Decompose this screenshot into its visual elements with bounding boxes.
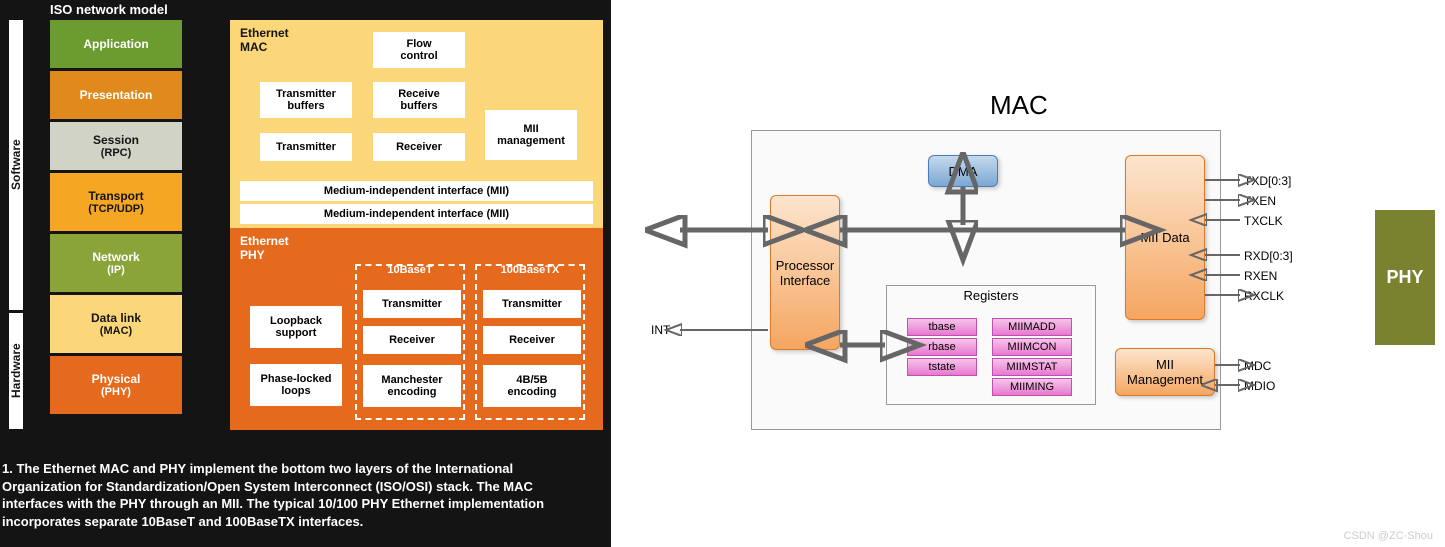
osi-layer: Transport(TCP/UDP) bbox=[50, 173, 182, 231]
iso-title: ISO network model bbox=[50, 2, 168, 17]
signal-label: TXEN bbox=[1244, 194, 1276, 208]
register-cell: tbase bbox=[907, 318, 977, 336]
register-cell: MIIMADD bbox=[992, 318, 1072, 336]
mac-phy-detail: Ethernet MAC Flow control Transmitter bu… bbox=[230, 20, 603, 430]
int-label: INT bbox=[651, 323, 670, 337]
mii-data-block: MII Data bbox=[1125, 155, 1205, 320]
hardware-label: Hardware bbox=[9, 313, 23, 429]
osi-layer: Physical(PHY) bbox=[50, 356, 182, 414]
group-10baset-title: 10BaseT bbox=[357, 264, 463, 276]
group-10baset: 10BaseT Transmitter Receiver Manchester … bbox=[355, 264, 465, 420]
tx-buffers-box: Transmitter buffers bbox=[260, 82, 352, 118]
flow-control-box: Flow control bbox=[373, 32, 465, 68]
rx-buffers-box: Receive buffers bbox=[373, 82, 465, 118]
osi-layer: Presentation bbox=[50, 71, 182, 119]
signal-label: RXD[0:3] bbox=[1244, 249, 1293, 263]
processor-interface-block: Processor Interface bbox=[770, 195, 840, 350]
phy-section: Ethernet PHY Loopback support Phase-lock… bbox=[230, 228, 603, 430]
100bt-enc: 4B/5B encoding bbox=[483, 365, 581, 407]
figure-caption: 1. The Ethernet MAC and PHY implement th… bbox=[2, 460, 592, 530]
register-cell: MIIMCON bbox=[992, 338, 1072, 356]
osi-layer: Network(IP) bbox=[50, 234, 182, 292]
mii-row-2: Medium-independent interface (MII) bbox=[240, 204, 593, 224]
signal-label: MDC bbox=[1244, 359, 1271, 373]
signal-label: RXCLK bbox=[1244, 289, 1284, 303]
group-100basetx-title: 100BaseTX bbox=[477, 264, 583, 276]
transmitter-box: Transmitter bbox=[260, 133, 352, 161]
registers-title: Registers bbox=[887, 288, 1095, 303]
mac-title: MAC bbox=[990, 90, 1048, 121]
mac-section: Ethernet MAC Flow control Transmitter bu… bbox=[230, 20, 603, 228]
sw-hw-column: Software Hardware bbox=[9, 20, 45, 429]
right-diagram: MAC Processor Interface DMA MII Data MII… bbox=[640, 90, 1440, 470]
phy-section-title: Ethernet PHY bbox=[240, 234, 593, 262]
signal-label: TXCLK bbox=[1244, 214, 1283, 228]
loopback-box: Loopback support bbox=[250, 306, 342, 348]
signal-label: MDIO bbox=[1244, 379, 1275, 393]
100bt-rx: Receiver bbox=[483, 326, 581, 354]
register-cell: MIIMING bbox=[992, 378, 1072, 396]
registers-frame: Registers tbase rbase tstate MIIMADD MIIMCO… bbox=[886, 285, 1096, 405]
group-100basetx: 100BaseTX Transmitter Receiver 4B/5B enc… bbox=[475, 264, 585, 420]
register-cell: tstate bbox=[907, 358, 977, 376]
mii-mgmt-block: MII Management bbox=[1115, 348, 1215, 396]
dma-block: DMA bbox=[928, 155, 998, 187]
register-cell: rbase bbox=[907, 338, 977, 356]
osi-layer: Data link(MAC) bbox=[50, 295, 182, 353]
100bt-tx: Transmitter bbox=[483, 290, 581, 318]
mii-mgmt-box: MII management bbox=[485, 110, 577, 160]
register-cell: MIIMSTAT bbox=[992, 358, 1072, 376]
osi-layer: Application bbox=[50, 20, 182, 68]
receiver-box: Receiver bbox=[373, 133, 465, 161]
osi-layers: ApplicationPresentationSession(RPC)Trans… bbox=[50, 20, 182, 417]
signal-label: TXD[0:3] bbox=[1244, 174, 1291, 188]
pll-box: Phase-locked loops bbox=[250, 364, 342, 406]
osi-layer: Session(RPC) bbox=[50, 122, 182, 170]
watermark: CSDN @ZC·Shou bbox=[1344, 530, 1433, 542]
mii-row-1: Medium-independent interface (MII) bbox=[240, 181, 593, 201]
signal-label: RXEN bbox=[1244, 269, 1277, 283]
left-diagram: ISO network model Software Hardware Appl… bbox=[0, 0, 611, 547]
10bt-enc: Manchester encoding bbox=[363, 365, 461, 407]
10bt-tx: Transmitter bbox=[363, 290, 461, 318]
mii-interface-rows: Medium-independent interface (MII) Mediu… bbox=[240, 178, 593, 224]
phy-block: PHY bbox=[1375, 210, 1435, 345]
software-label: Software bbox=[9, 20, 23, 310]
10bt-rx: Receiver bbox=[363, 326, 461, 354]
